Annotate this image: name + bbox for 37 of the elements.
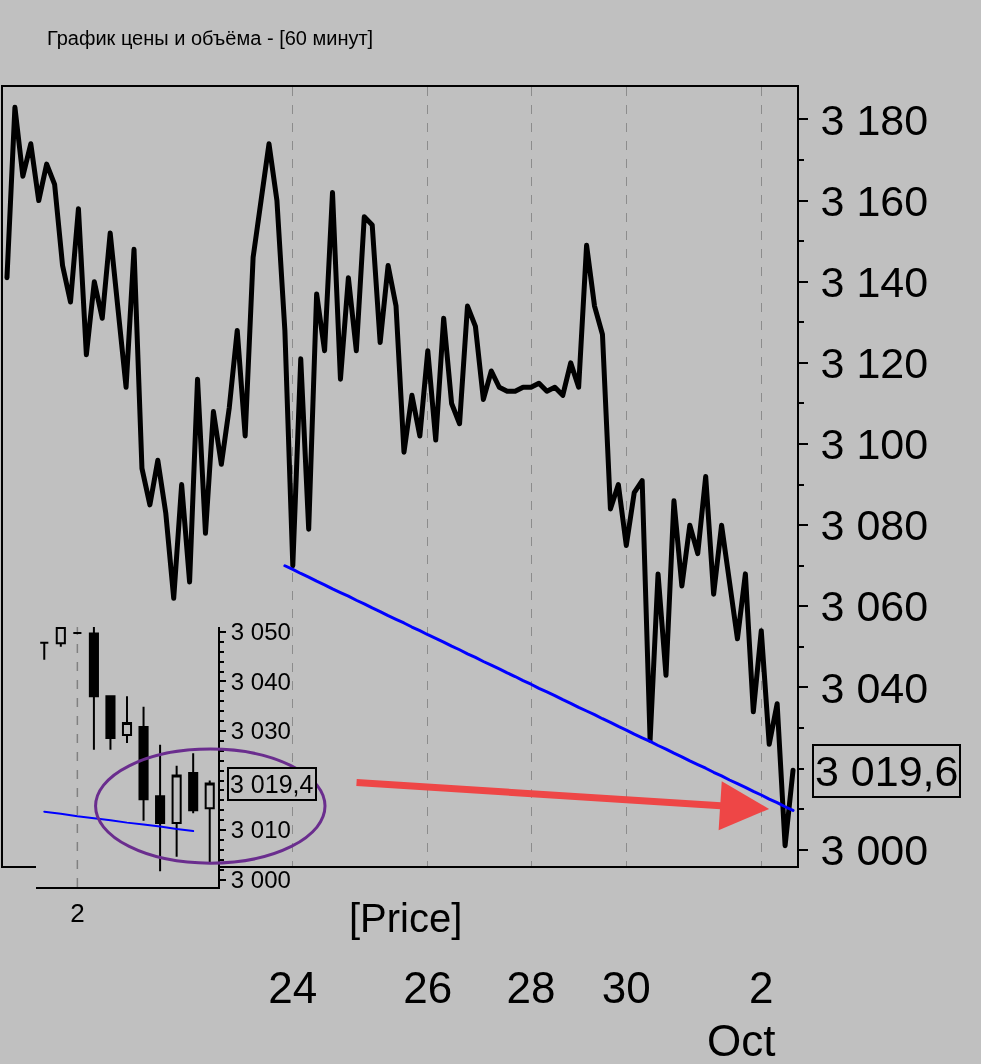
candlestick: [188, 752, 199, 815]
chart-title: График цены и объёма - [60 минут]: [47, 27, 374, 49]
y-tick-label: 3 100: [820, 420, 929, 469]
line-series: [43, 810, 195, 833]
annotation: 3 019,4: [230, 770, 314, 798]
candlestick: [55, 627, 66, 648]
y-tick-label: 3 000: [820, 825, 929, 874]
candlestick: [155, 743, 166, 873]
x-tick-label: 2: [749, 962, 774, 1012]
candlestick: [72, 631, 83, 634]
x-tick-label: 30: [601, 962, 651, 1012]
candlestick: [204, 779, 215, 865]
y-tick-label: 3 010: [230, 816, 291, 844]
y-tick-label: 3 120: [820, 338, 929, 387]
x-tick-label: 28: [506, 962, 556, 1012]
candlestick: [138, 705, 149, 822]
text: [Price]: [349, 896, 463, 940]
candlestick: [88, 627, 99, 751]
candlestick: [105, 695, 116, 751]
x-tick-label: 24: [268, 962, 318, 1012]
text: 3 019,6: [815, 747, 959, 795]
y-tick-label: 3 060: [820, 582, 929, 631]
y-tick-label: 3 040: [230, 667, 291, 695]
y-tick-label: 3 000: [230, 865, 291, 893]
y-tick-label: 3 080: [820, 501, 929, 550]
x-tick-label: 26: [403, 962, 453, 1012]
x-tick-label: 2: [70, 898, 85, 929]
text: Oct: [707, 1016, 776, 1064]
candlestick: [39, 641, 50, 661]
y-tick-label: 3 140: [820, 257, 929, 306]
candlestick: [171, 764, 182, 858]
y-tick-label: 3 030: [230, 717, 291, 745]
candlestick: [121, 695, 133, 744]
y-tick-label: 3 050: [230, 618, 291, 646]
y-tick-label: 3 160: [820, 176, 929, 225]
y-tick-label: 3 040: [820, 663, 929, 712]
y-tick-label: 3 180: [820, 95, 929, 144]
